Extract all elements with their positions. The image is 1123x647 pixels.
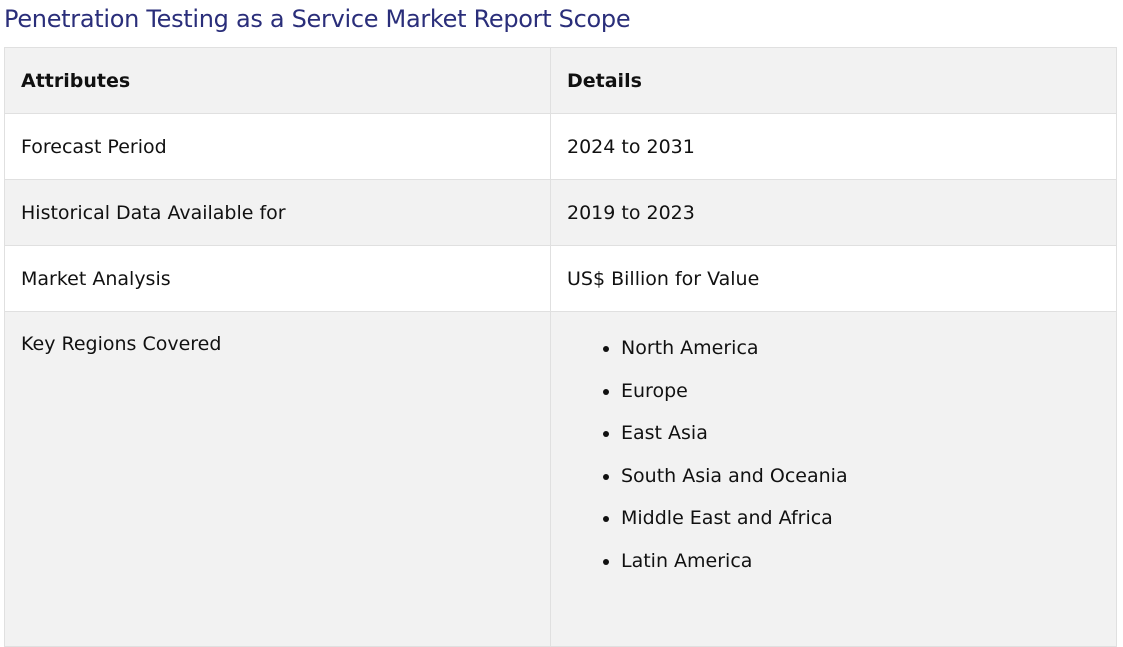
list-item: Middle East and Africa [621, 506, 1100, 530]
detail-cell: US$ Billion for Value [550, 245, 1117, 312]
header-details: Details [550, 47, 1117, 114]
list-item: Latin America [621, 549, 1100, 573]
attribute-cell: Market Analysis [4, 245, 551, 312]
table-header-row: Attributes Details [4, 47, 1117, 114]
table-row: Key Regions Covered North America Europe… [4, 311, 1117, 647]
list-item: Europe [621, 379, 1100, 403]
table-row: Market Analysis US$ Billion for Value [4, 245, 1117, 312]
table-row: Forecast Period 2024 to 2031 [4, 113, 1117, 180]
detail-cell: 2019 to 2023 [550, 179, 1117, 246]
list-item: South Asia and Oceania [621, 464, 1100, 488]
header-attributes: Attributes [4, 47, 551, 114]
list-item: East Asia [621, 421, 1100, 445]
detail-cell: North America Europe East Asia South Asi… [550, 311, 1117, 647]
detail-cell: 2024 to 2031 [550, 113, 1117, 180]
regions-list: North America Europe East Asia South Asi… [567, 336, 1100, 573]
attribute-cell: Historical Data Available for [4, 179, 551, 246]
report-scope-table: Attributes Details Forecast Period 2024 … [4, 47, 1117, 647]
page-title: Penetration Testing as a Service Market … [4, 5, 631, 33]
table-row: Historical Data Available for 2019 to 20… [4, 179, 1117, 246]
attribute-cell: Forecast Period [4, 113, 551, 180]
list-item: North America [621, 336, 1100, 360]
attribute-cell: Key Regions Covered [4, 311, 551, 647]
